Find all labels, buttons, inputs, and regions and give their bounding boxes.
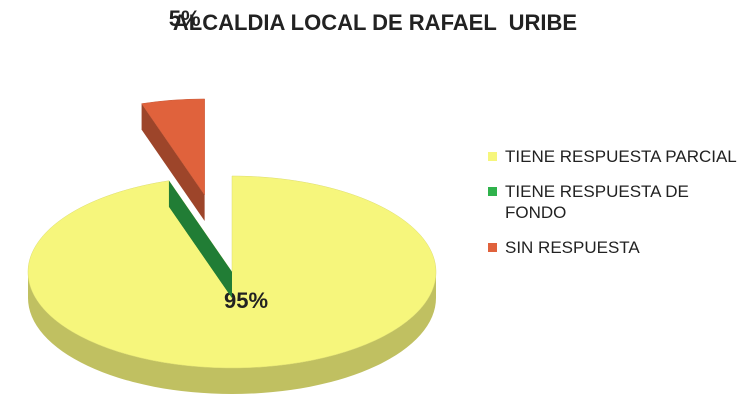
legend: TIENE RESPUESTA PARCIAL TIENE RESPUESTA D… [488,146,738,272]
slice-side [141,103,205,221]
legend-item: SIN RESPUESTA [488,237,738,258]
slice-side [28,272,436,394]
pie-slice [27,175,437,369]
legend-swatch [488,152,497,161]
legend-item: TIENE RESPUESTA DE FONDO [488,181,738,223]
data-label: 5% [169,6,201,31]
legend-label: SIN RESPUESTA [505,238,640,257]
legend-swatch [488,187,497,196]
legend-item: TIENE RESPUESTA PARCIAL [488,146,738,167]
legend-label: TIENE RESPUESTA PARCIAL [505,147,737,166]
chart-title: ALCALDIA LOCAL DE RAFAEL URIBE [173,10,577,35]
legend-label: TIENE RESPUESTA DE FONDO [505,182,689,222]
slice-side [168,180,232,298]
legend-swatch [488,243,497,252]
pie-slice [141,98,205,196]
